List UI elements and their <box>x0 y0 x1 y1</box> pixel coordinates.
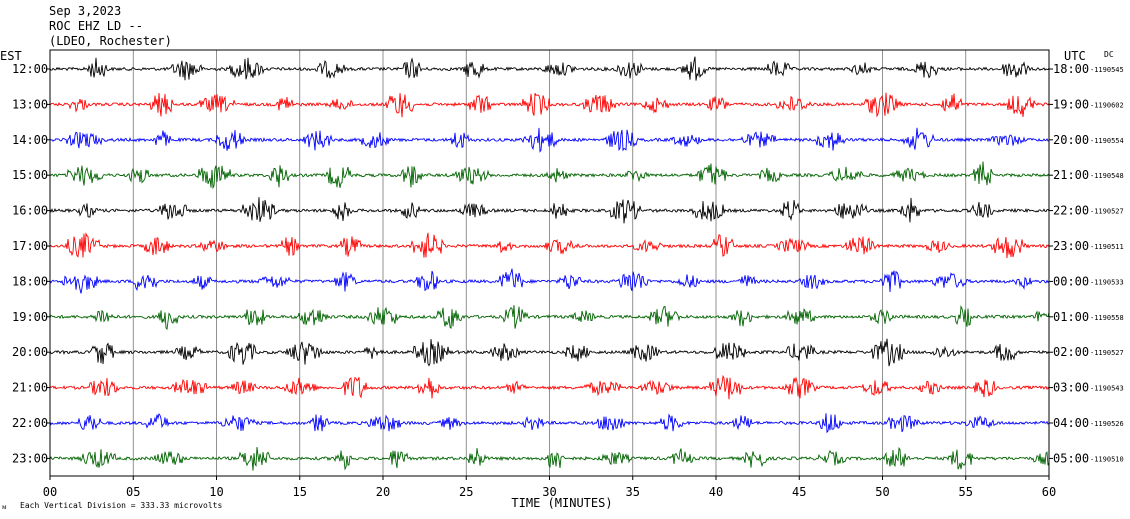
utc-hour-label: 03:00 <box>1053 381 1089 395</box>
dc-offset-label: -1190554 <box>1090 137 1124 145</box>
scale-label: Each Vertical Division = 333.33 microvol… <box>20 501 222 510</box>
x-tick-label: 45 <box>792 485 806 499</box>
trace-line <box>49 268 1050 294</box>
trace-line <box>49 412 1050 434</box>
x-tick-label: 20 <box>376 485 390 499</box>
seismic-traces <box>49 56 1050 471</box>
dc-offset-label: -1190526 <box>1090 420 1124 428</box>
trace-line <box>49 232 1050 259</box>
x-tick-label: 40 <box>709 485 723 499</box>
utc-hour-label: 01:00 <box>1053 310 1089 324</box>
date-label: Sep 3,2023 <box>49 4 121 18</box>
trace-line <box>49 127 1050 153</box>
dc-offset-label: -1190527 <box>1090 349 1124 357</box>
utc-hour-label: 18:00 <box>1053 62 1089 76</box>
network-label: (LDEO, Rochester) <box>49 34 172 48</box>
utc-hour-label: 21:00 <box>1053 168 1089 182</box>
x-tick-label: 30 <box>542 485 556 499</box>
est-hour-label: 15:00 <box>12 168 48 182</box>
dc-offset-label: -1190548 <box>1090 172 1124 180</box>
trace-line <box>49 446 1050 471</box>
est-hour-label: 20:00 <box>12 345 48 359</box>
x-tick-label: 10 <box>209 485 223 499</box>
dc-offset-label: -1190533 <box>1090 278 1124 286</box>
est-hour-label: 18:00 <box>12 274 48 288</box>
dc-offset-label: -1190527 <box>1090 208 1124 216</box>
est-hour-label: 19:00 <box>12 310 48 324</box>
utc-hour-label: 23:00 <box>1053 239 1089 253</box>
x-tick-label: 55 <box>959 485 973 499</box>
scale-icon: ᴍ <box>2 503 7 511</box>
utc-hour-label: 05:00 <box>1053 451 1089 465</box>
trace-line <box>49 374 1050 400</box>
dc-offset-label: -1190543 <box>1090 385 1124 393</box>
x-axis-ticks: 00 05 10 15 20 25 30 35 40 45 50 55 60 <box>43 476 1056 499</box>
est-hour-label: 12:00 <box>12 62 48 76</box>
trace-line <box>49 338 1050 367</box>
dc-label: DC <box>1104 50 1114 59</box>
utc-hour-label: 19:00 <box>1053 97 1089 111</box>
trace-line <box>49 92 1050 118</box>
dc-offset-label: -1190511 <box>1090 243 1124 251</box>
est-hour-label: 22:00 <box>12 416 48 430</box>
dc-offset-label: -1190510 <box>1090 455 1124 463</box>
est-hour-label: 21:00 <box>12 381 48 395</box>
utc-hour-label: 02:00 <box>1053 345 1089 359</box>
dc-offset-label: -1190602 <box>1090 101 1124 109</box>
est-hour-label: 13:00 <box>12 97 48 111</box>
utc-hour-label: 20:00 <box>1053 133 1089 147</box>
utc-hour-label: 00:00 <box>1053 274 1089 288</box>
x-tick-label: 00 <box>43 485 57 499</box>
x-tick-label: 15 <box>293 485 307 499</box>
x-axis-label: TIME (MINUTES) <box>511 496 612 510</box>
est-hour-label: 16:00 <box>12 204 48 218</box>
utc-hour-label: 22:00 <box>1053 204 1089 218</box>
x-tick-label: 50 <box>875 485 889 499</box>
trace-line <box>49 56 1050 81</box>
station-label: ROC EHZ LD -- <box>49 19 143 33</box>
x-tick-label: 35 <box>626 485 640 499</box>
x-tick-label: 25 <box>459 485 473 499</box>
est-hour-label: 14:00 <box>12 133 48 147</box>
x-tick-label: 05 <box>126 485 140 499</box>
x-tick-label: 60 <box>1042 485 1056 499</box>
dc-offset-label: -1190545 <box>1090 66 1124 74</box>
utc-hour-label: 04:00 <box>1053 416 1089 430</box>
est-hour-label: 17:00 <box>12 239 48 253</box>
dc-offset-label: -1190558 <box>1090 314 1124 322</box>
trace-line <box>49 197 1050 224</box>
est-hour-label: 23:00 <box>12 451 48 465</box>
trace-line <box>49 305 1050 331</box>
est-zone-label: EST <box>0 49 22 63</box>
trace-line <box>49 161 1050 190</box>
minute-grid <box>132 50 967 476</box>
utc-zone-label: UTC <box>1064 49 1086 63</box>
